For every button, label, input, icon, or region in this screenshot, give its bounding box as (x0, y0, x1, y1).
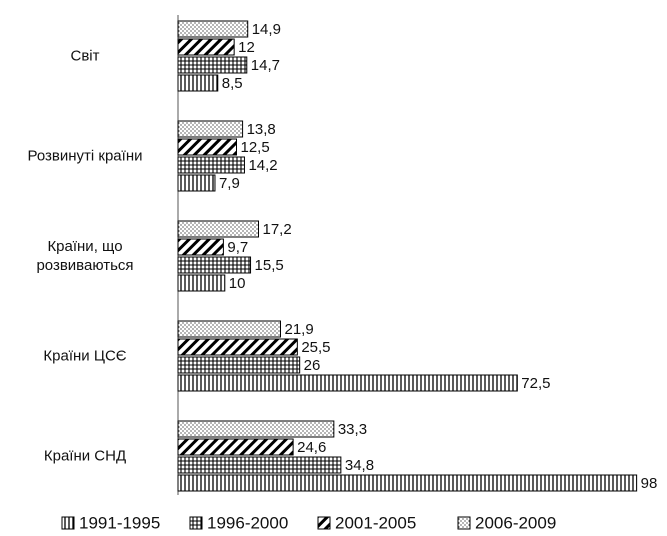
legend-swatch (317, 516, 331, 530)
category-label: Країни ЦСЄ (43, 347, 127, 365)
category-label: Світ (70, 47, 100, 65)
value-label: 98 (641, 475, 658, 492)
bar (177, 74, 219, 92)
legend-label: 2001-2005 (335, 513, 416, 532)
bar (177, 438, 294, 456)
bar (177, 156, 245, 174)
legend-swatch (457, 516, 471, 530)
value-label: 12 (238, 39, 255, 56)
bar (177, 420, 335, 438)
value-label: 7,9 (219, 175, 240, 192)
bar (177, 138, 237, 156)
bar (177, 174, 216, 192)
value-label: 15,5 (255, 257, 284, 274)
value-label: 14,9 (252, 21, 281, 38)
bar (177, 338, 298, 356)
category-label: Країни СНД (43, 447, 127, 465)
value-label: 10 (229, 275, 246, 292)
value-label: 12,5 (241, 139, 270, 156)
bar (177, 474, 638, 492)
value-label: 21,9 (284, 321, 313, 338)
bar (177, 374, 518, 392)
bar (177, 20, 249, 38)
value-label: 13,8 (247, 121, 276, 138)
category-label: Країни, що розвиваються (36, 238, 134, 274)
category-label: Розвинуті країни (27, 147, 143, 165)
bar (177, 220, 259, 238)
value-label: 8,5 (222, 75, 243, 92)
legend-label: 1996-2000 (207, 513, 288, 532)
bar (177, 56, 248, 74)
bar (177, 256, 252, 274)
value-label: 26 (304, 357, 321, 374)
legend-swatch (189, 516, 203, 530)
bar (177, 38, 235, 56)
bar (177, 320, 281, 338)
bar (177, 274, 226, 292)
value-label: 14,2 (248, 157, 277, 174)
bar (177, 356, 301, 374)
legend-swatch (61, 516, 75, 530)
value-label: 9,7 (227, 239, 248, 256)
value-label: 25,5 (301, 339, 330, 356)
bar (177, 456, 342, 474)
bar (177, 120, 244, 138)
legend-label: 2006-2009 (475, 513, 556, 532)
bar (177, 238, 224, 256)
value-label: 33,3 (338, 421, 367, 438)
value-label: 14,7 (251, 57, 280, 74)
value-label: 34,8 (345, 457, 374, 474)
value-label: 24,6 (297, 439, 326, 456)
value-label: 17,2 (262, 221, 291, 238)
value-label: 72,5 (521, 375, 550, 392)
legend-label: 1991-1995 (79, 513, 160, 532)
